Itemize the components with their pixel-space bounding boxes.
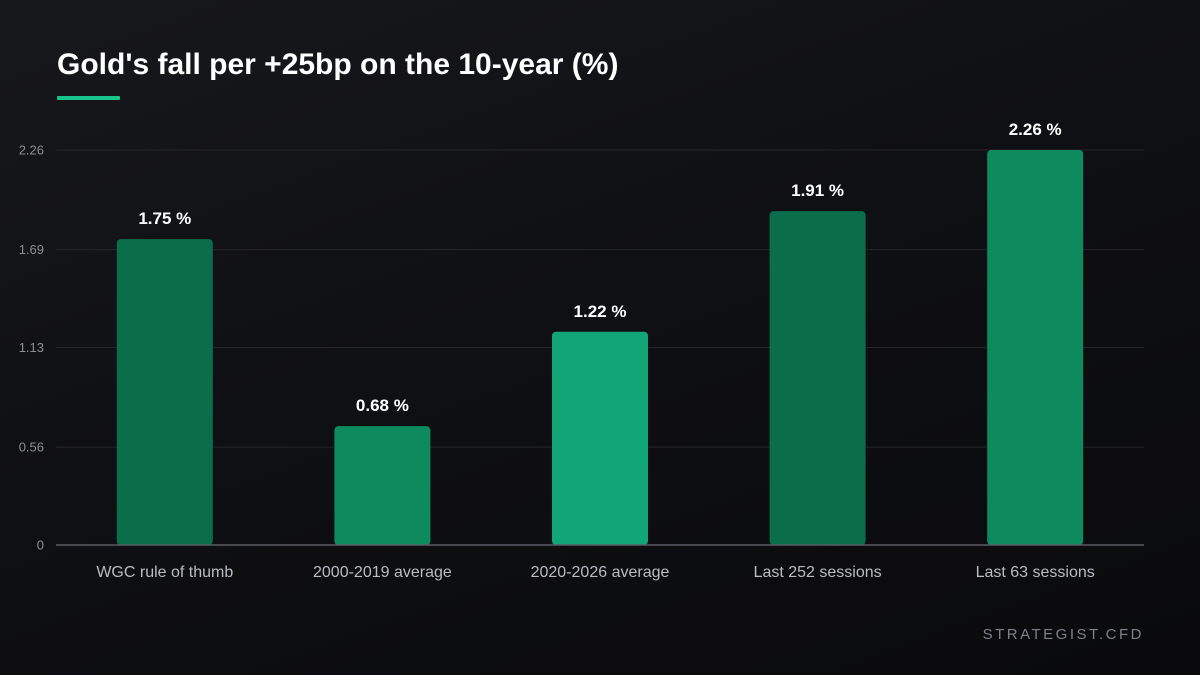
title-accent-underline bbox=[57, 96, 120, 100]
category-labels: WGC rule of thumb 2000-2019 average 2020-2… bbox=[96, 564, 1094, 581]
bars bbox=[116, 150, 1084, 546]
value-label: 2.26 % bbox=[1009, 120, 1062, 139]
y-tick-label: 2.26 bbox=[19, 143, 44, 158]
value-labels: 1.75 % 0.68 % 1.22 % 1.91 % 2.26 % bbox=[138, 120, 1061, 415]
value-label: 0.68 % bbox=[356, 396, 409, 415]
bar bbox=[987, 150, 1084, 545]
brand-watermark: STRATEGIST.CFD bbox=[982, 626, 1144, 643]
category-label: WGC rule of thumb bbox=[96, 564, 233, 581]
value-label: 1.22 % bbox=[574, 302, 627, 321]
bar bbox=[552, 331, 648, 545]
y-tick-label: 1.69 bbox=[19, 242, 44, 257]
chart-title: Gold's fall per +25bp on the 10-year (%) bbox=[57, 48, 619, 81]
value-label: 1.91 % bbox=[791, 181, 844, 200]
y-axis-ticks: 0 0.56 1.13 1.69 2.26 bbox=[19, 143, 44, 553]
value-label: 1.75 % bbox=[138, 209, 191, 228]
category-label: Last 252 sessions bbox=[754, 564, 882, 581]
category-label: 2020-2026 average bbox=[531, 564, 670, 581]
bar bbox=[769, 211, 866, 546]
y-tick-label: 0.56 bbox=[19, 440, 44, 455]
category-label: 2000-2019 average bbox=[313, 564, 452, 581]
category-label: Last 63 sessions bbox=[976, 564, 1095, 581]
bar bbox=[334, 426, 431, 545]
y-tick-label: 0 bbox=[37, 538, 44, 553]
bar bbox=[116, 239, 213, 546]
y-tick-label: 1.13 bbox=[19, 340, 44, 355]
